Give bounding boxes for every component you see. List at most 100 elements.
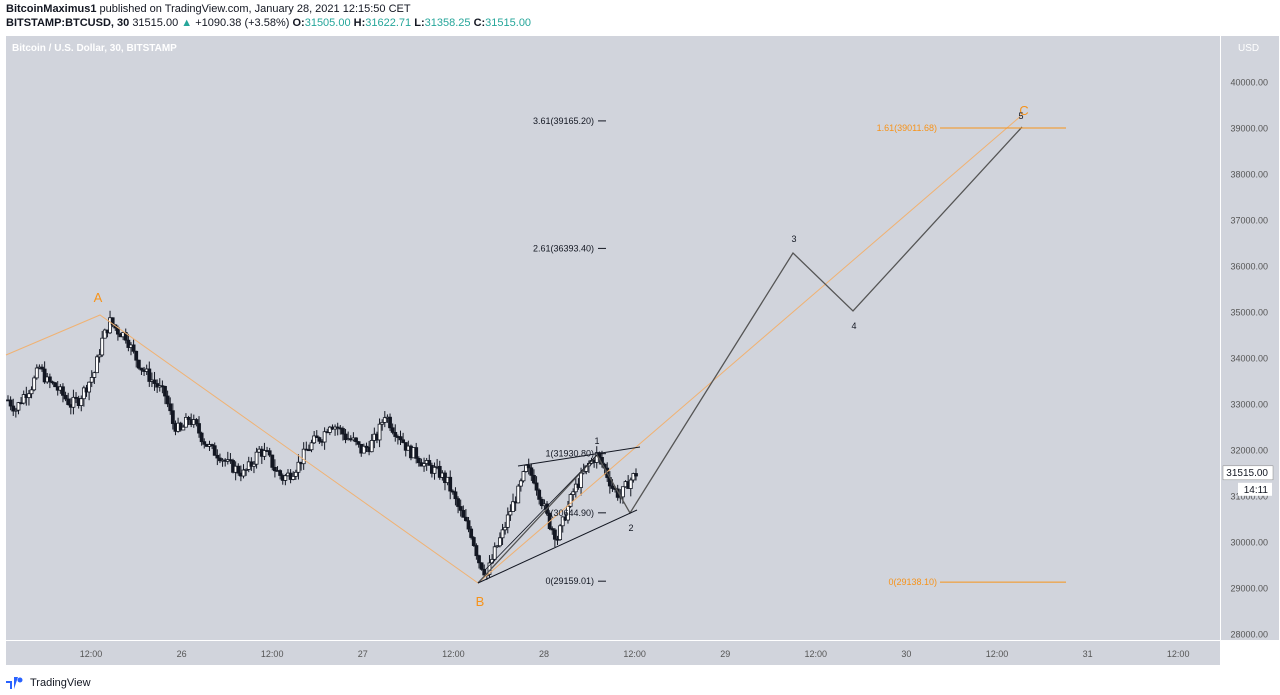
candle-body [123,332,128,341]
candle-body [422,463,426,467]
candle-body [401,439,406,443]
candle-body [511,501,515,512]
candle-body [181,426,186,431]
candle-body [152,379,157,384]
candle-body [466,520,471,530]
candle-body [102,329,107,339]
x-tick-label: 12:00 [1167,649,1190,659]
countdown-tag: 14:11 [1244,485,1269,496]
candle-body [194,419,199,424]
high-value: 31622.71 [365,17,412,29]
candle-body [327,426,332,433]
candle-body [92,372,97,378]
candle-body [448,476,453,492]
candle-body [197,423,201,434]
candle-body [469,528,474,538]
candle-body [147,368,152,382]
candle-body [71,396,76,408]
candle-body [508,511,513,516]
candle-body [79,398,84,406]
last-price-box [1222,465,1274,481]
candle-body [335,426,340,429]
impulse-wave-line [477,126,1023,584]
candle-body [301,448,306,465]
wave-label-c: C [1019,103,1028,118]
candle-body [356,441,361,445]
candle-body [139,367,144,371]
y-tick-label: 32000.00 [1230,446,1268,456]
candle-body [215,454,220,459]
y-tick-label: 30000.00 [1230,538,1268,548]
fib-level-label: 1(31930.80) [545,449,594,459]
close-value: 31515.00 [485,17,532,29]
candle-body [634,473,638,477]
wedge-support-line [477,509,638,584]
candle-body [212,445,217,456]
candle-body [631,473,636,481]
candle-body [163,385,167,397]
candle-body [427,460,432,466]
candle-body [458,506,463,511]
symbol-label: BITSTAMP:BTCUSD, 30 [6,17,130,29]
x-tick-label: 12:00 [442,649,465,659]
x-tick-label: 30 [901,649,911,659]
tradingview-logo-icon [6,677,26,689]
candle-body [16,402,21,411]
wave-label-a: A [94,290,103,305]
candle-body [354,437,358,443]
candle-body [568,494,573,507]
x-tick-label: 12:00 [986,649,1009,659]
candle-body [581,470,586,474]
candle-body [199,432,204,443]
candle-body [267,450,272,456]
footer-brand[interactable]: TradingView [6,677,91,689]
fib-level-label: 3.61(39165.20) [533,116,594,126]
author-name[interactable]: BitcoinMaximus1 [6,3,97,15]
x-tick-label: 12:00 [80,649,103,659]
candle-body [477,555,481,564]
time-axis[interactable] [6,641,1220,665]
candle-body [50,381,55,384]
low-label: L: [414,17,425,29]
wedge-resistance-line [517,446,641,467]
candle-body [210,444,215,447]
ohlc-line: BITSTAMP:BTCUSD, 30 31515.00 ▲ +1090.38 … [6,17,531,29]
fib-level-label: 0(29159.01) [545,576,594,586]
candle-body [165,395,170,405]
candle-body [307,449,311,452]
candle-body [361,445,366,454]
candle-body [503,526,508,531]
candle-body [380,421,385,425]
candle-body [482,568,487,576]
candle-body [393,431,398,437]
close-label: C: [473,17,486,29]
open-label: O: [292,17,305,29]
plot-area[interactable] [6,36,1220,640]
candle-body [461,509,466,518]
candle-body [579,472,583,488]
candle-body [168,403,173,412]
candle-body [108,317,112,334]
y-tick-label: 33000.00 [1230,400,1268,410]
candle-body [474,545,479,557]
candle-body [186,417,191,421]
candle-body [254,451,259,465]
x-tick-label: 31 [1083,649,1093,659]
candle-body [322,431,327,443]
candle-body [32,377,37,391]
wave-number-2: 2 [628,523,633,533]
candle-body [516,485,521,504]
change-arrow-icon: ▲ [181,17,193,29]
price-axis[interactable] [1221,36,1279,640]
candle-body [74,396,78,399]
wave-number-4: 4 [851,321,856,331]
candle-body [500,529,505,539]
candle-body [529,467,534,476]
candle-body [47,376,52,383]
countdown-box [1238,482,1272,496]
candle-body [42,368,47,383]
candle-body [524,464,528,472]
candle-body [398,436,403,441]
publish-info: BitcoinMaximus1 published on TradingView… [6,3,411,15]
